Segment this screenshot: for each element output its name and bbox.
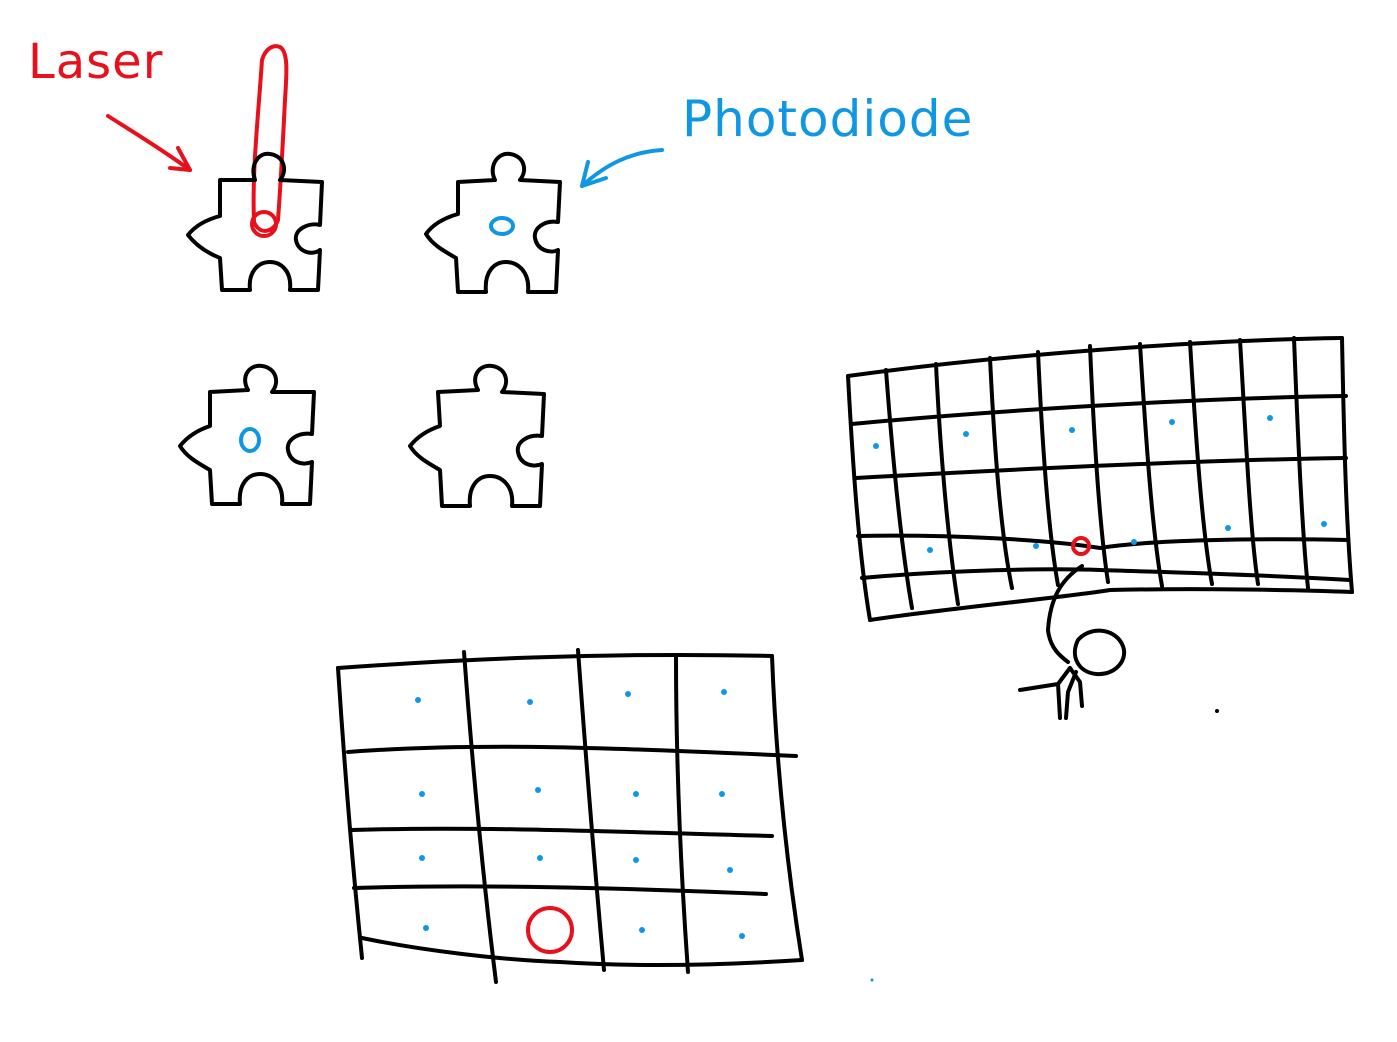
puzzle-piece-top-left [186, 151, 324, 292]
stick-figure [1018, 564, 1219, 720]
laser-spot-small-grid [526, 906, 574, 954]
photodiode-label: Photodiode [682, 90, 974, 148]
laser-beam [250, 44, 289, 238]
laser-label: Laser [28, 34, 164, 90]
laser-spot-large-grid [1071, 536, 1091, 556]
large-grid [846, 336, 1354, 622]
puzzle-piece-top-right [424, 151, 562, 294]
laser-arrow [106, 114, 192, 172]
puzzle-piece-bottom-left [178, 363, 316, 506]
puzzle-piece-bottom-right [408, 363, 546, 508]
small-grid [336, 648, 874, 984]
photodiode-bottom-left [239, 427, 261, 453]
photodiode-top-right [489, 216, 515, 236]
photodiode-arrow [580, 148, 664, 188]
